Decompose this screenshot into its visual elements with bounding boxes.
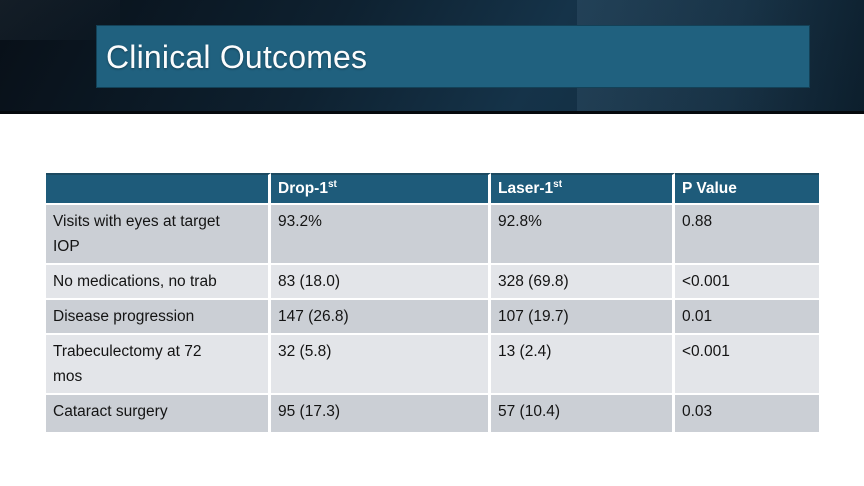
row-label-line1: No medications, no trab [53, 273, 217, 290]
row-label-line2: mos [53, 368, 83, 385]
header-drop-label: Drop-1 [278, 180, 328, 197]
header-cell-laser-first: Laser-1st [491, 173, 675, 205]
drop-value-cell: 93.2% [271, 205, 491, 265]
row-label-line1: Cataract surgery [53, 403, 168, 420]
table-row-cataract-surgery: Cataract surgery 95 (17.3) 57 (10.4) 0.0… [46, 395, 819, 434]
table-row-disease-progression: Disease progression 147 (26.8) 107 (19.7… [46, 300, 819, 335]
p-value-cell: <0.001 [675, 335, 819, 395]
outcomes-table-container: Drop-1st Laser-1st P Value Visits with e… [46, 173, 819, 434]
drop-value-cell: 83 (18.0) [271, 265, 491, 300]
p-value-cell: 0.03 [675, 395, 819, 434]
p-value-cell: 0.01 [675, 300, 819, 335]
p-value-cell: 0.88 [675, 205, 819, 265]
title-banner: Clinical Outcomes [96, 25, 810, 88]
row-label-line1: Visits with eyes at target [53, 213, 220, 230]
header-laser-label: Laser-1 [498, 180, 554, 197]
row-label-cell: Disease progression [46, 300, 271, 335]
table-row-trabeculectomy: Trabeculectomy at 72 mos 32 (5.8) 13 (2.4… [46, 335, 819, 395]
drop-value-cell: 32 (5.8) [271, 335, 491, 395]
row-label-cell: Cataract surgery [46, 395, 271, 434]
table-row-visits-target-iop: Visits with eyes at target IOP 93.2% 92.8… [46, 205, 819, 265]
row-label-cell: Trabeculectomy at 72 mos [46, 335, 271, 395]
row-label-line1: Disease progression [53, 308, 195, 325]
header-drop-superscript: st [327, 178, 337, 190]
row-label-cell: No medications, no trab [46, 265, 271, 300]
slide-title: Clinical Outcomes [106, 38, 368, 75]
header-cell-drop-first: Drop-1st [271, 173, 491, 205]
header-band: Clinical Outcomes [0, 0, 864, 114]
drop-value-cell: 147 (26.8) [271, 300, 491, 335]
drop-value-cell: 95 (17.3) [271, 395, 491, 434]
row-label-line2: IOP [53, 238, 80, 255]
row-label-cell: Visits with eyes at target IOP [46, 205, 271, 265]
row-label-line1: Trabeculectomy at 72 [53, 343, 202, 360]
header-cell-p-value: P Value [675, 173, 819, 205]
p-value-cell: <0.001 [675, 265, 819, 300]
table-row-no-medications: No medications, no trab 83 (18.0) 328 (6… [46, 265, 819, 300]
table-header-row: Drop-1st Laser-1st P Value [46, 173, 819, 205]
laser-value-cell: 57 (10.4) [491, 395, 675, 434]
laser-value-cell: 92.8% [491, 205, 675, 265]
header-cell-blank [46, 173, 271, 205]
laser-value-cell: 328 (69.8) [491, 265, 675, 300]
laser-value-cell: 13 (2.4) [491, 335, 675, 395]
header-laser-superscript: st [553, 178, 563, 190]
laser-value-cell: 107 (19.7) [491, 300, 675, 335]
outcomes-table: Drop-1st Laser-1st P Value Visits with e… [46, 173, 819, 434]
